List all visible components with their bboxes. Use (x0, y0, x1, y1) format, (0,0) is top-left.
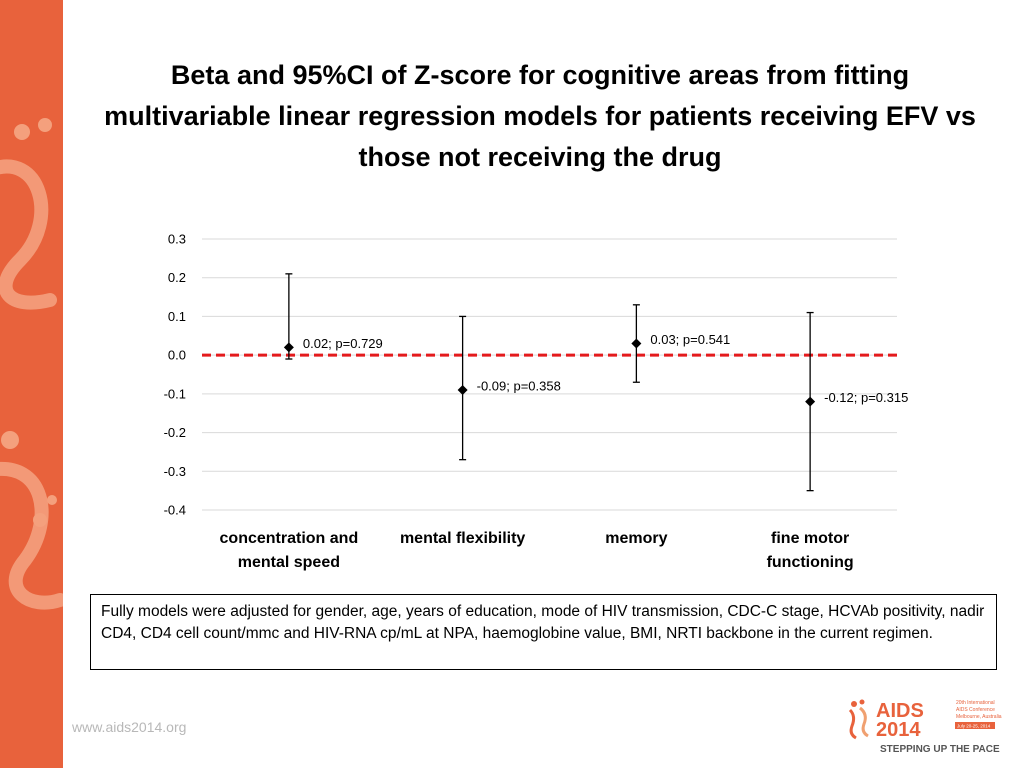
point-estimate-marker (805, 396, 816, 407)
y-tick-label: 0.0 (168, 348, 186, 363)
category-labels: concentration and mental speed mental flex… (220, 530, 854, 571)
logo-line3: Melbourne, Australia (956, 714, 1002, 720)
logo-line1: 20th International (956, 700, 995, 706)
y-tick-label: -0.4 (164, 503, 186, 518)
runners-icon (848, 699, 869, 740)
category-label: mental speed (238, 554, 340, 571)
y-tick-label: 0.3 (168, 232, 186, 247)
y-tick-label: 0.2 (168, 270, 186, 285)
footnote-text: Fully models were adjusted for gender, a… (101, 603, 985, 642)
website-link[interactable]: www.aids2014.org (72, 719, 187, 735)
y-tick-label: 0.1 (168, 309, 186, 324)
y-tick-label: -0.1 (164, 386, 186, 401)
category-label: concentration and (220, 530, 359, 547)
data-marks: 0.02; p=0.729 -0.09; p=0.358 0.03; p=0.541… (283, 273, 908, 492)
data-label: -0.12; p=0.315 (824, 390, 908, 405)
side-decoration-band (0, 0, 63, 768)
logo-dates: July 20-25, 2014 (957, 724, 991, 729)
logo-year: 2014 (876, 719, 921, 741)
category-label: fine motor (771, 530, 849, 547)
data-label: -0.09; p=0.358 (477, 378, 561, 393)
category-label: mental flexibility (400, 530, 525, 547)
logo-dates-bar (955, 722, 995, 729)
footnote-box: Fully models were adjusted for gender, a… (90, 594, 997, 670)
slide-title: Beta and 95%CI of Z-score for cognitive … (104, 60, 976, 172)
y-axis: 0.3 0.2 0.1 0.0 -0.1 -0.2 -0.3 -0.4 (164, 232, 186, 518)
point-estimate-marker (283, 342, 294, 353)
point-estimate-marker (457, 384, 468, 395)
gridlines (202, 238, 897, 511)
y-tick-label: -0.2 (164, 425, 186, 440)
ribbon-pattern-icon (0, 118, 63, 610)
logo-line2: AIDS Conference (956, 707, 995, 713)
data-label: 0.03; p=0.541 (650, 332, 730, 347)
category-label: memory (605, 530, 667, 547)
category-label: functioning (767, 554, 854, 571)
point-estimate-marker (631, 338, 642, 349)
data-label: 0.02; p=0.729 (303, 336, 383, 351)
forest-plot-chart: 0.3 0.2 0.1 0.0 -0.1 -0.2 -0.3 -0.4 0.02; p=0.7… (164, 232, 909, 572)
conference-logo: AIDS 2014 20th International AIDS Confer… (848, 699, 1002, 754)
logo-tagline: STEPPING UP THE PACE (880, 744, 1000, 754)
y-tick-label: -0.3 (164, 464, 186, 479)
logo-name: AIDS (876, 700, 924, 722)
